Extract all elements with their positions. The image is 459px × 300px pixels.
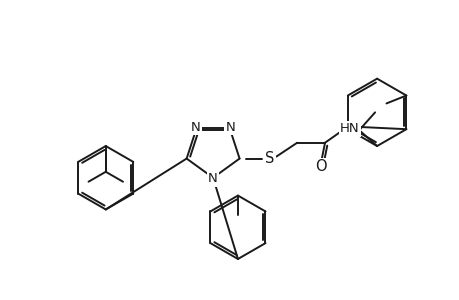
Text: N: N xyxy=(208,172,218,185)
Text: HN: HN xyxy=(339,122,359,135)
Text: N: N xyxy=(225,121,235,134)
Text: S: S xyxy=(264,151,274,166)
Text: N: N xyxy=(190,121,200,134)
Text: O: O xyxy=(314,159,326,174)
